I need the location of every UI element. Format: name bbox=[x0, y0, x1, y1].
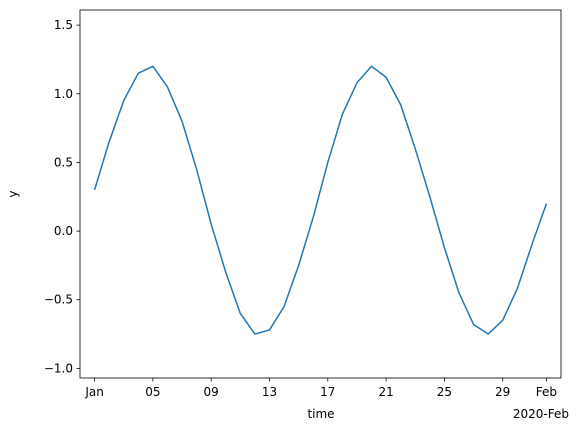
x-tick-label: 21 bbox=[378, 385, 393, 399]
x-tick-label: 05 bbox=[145, 385, 160, 399]
y-axis-label: y bbox=[6, 190, 20, 197]
plot-frame bbox=[79, 9, 562, 379]
y-tick-label: −0.5 bbox=[44, 293, 73, 307]
x-tick-label: 09 bbox=[204, 385, 219, 399]
line-series bbox=[93, 65, 548, 335]
y-tick-label: 1.0 bbox=[54, 87, 73, 101]
x-tick-label: 29 bbox=[495, 385, 510, 399]
y-tick-label: 0.0 bbox=[54, 224, 73, 238]
y-tick-label: 0.5 bbox=[54, 155, 73, 169]
y-tick-label: 1.5 bbox=[54, 18, 73, 32]
x-offset-label: 2020-Feb bbox=[513, 407, 569, 421]
x-tick-label: 13 bbox=[262, 385, 277, 399]
x-tick-label: Feb bbox=[536, 385, 557, 399]
x-axis-label: time bbox=[307, 407, 334, 421]
x-tick-label: 17 bbox=[320, 385, 335, 399]
y-tick-label: −1.0 bbox=[44, 361, 73, 375]
x-tick-label: 25 bbox=[437, 385, 452, 399]
x-tick-label: Jan bbox=[84, 385, 104, 399]
